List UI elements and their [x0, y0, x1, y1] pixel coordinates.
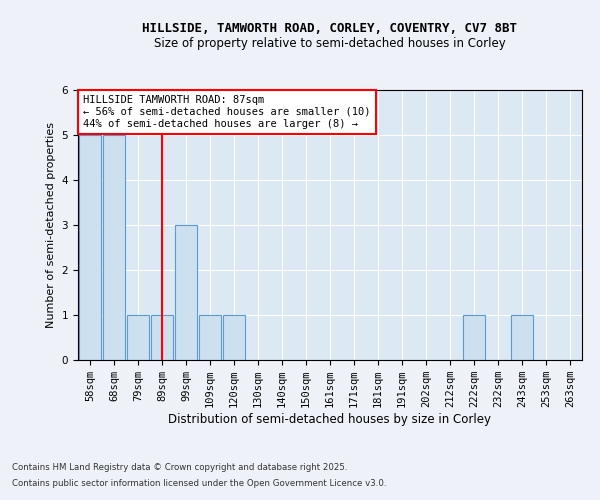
Bar: [223, 315, 245, 360]
Bar: [79, 135, 101, 360]
Bar: [199, 315, 221, 360]
Bar: [103, 135, 125, 360]
Bar: [463, 315, 485, 360]
Bar: [151, 315, 173, 360]
Bar: [175, 225, 197, 360]
Text: HILLSIDE, TAMWORTH ROAD, CORLEY, COVENTRY, CV7 8BT: HILLSIDE, TAMWORTH ROAD, CORLEY, COVENTR…: [143, 22, 517, 36]
Bar: [511, 315, 533, 360]
Text: Size of property relative to semi-detached houses in Corley: Size of property relative to semi-detach…: [154, 38, 506, 51]
Text: Contains HM Land Registry data © Crown copyright and database right 2025.: Contains HM Land Registry data © Crown c…: [12, 464, 347, 472]
Text: HILLSIDE TAMWORTH ROAD: 87sqm
← 56% of semi-detached houses are smaller (10)
44%: HILLSIDE TAMWORTH ROAD: 87sqm ← 56% of s…: [83, 96, 371, 128]
Text: Contains public sector information licensed under the Open Government Licence v3: Contains public sector information licen…: [12, 478, 386, 488]
Bar: [127, 315, 149, 360]
X-axis label: Distribution of semi-detached houses by size in Corley: Distribution of semi-detached houses by …: [169, 413, 491, 426]
Y-axis label: Number of semi-detached properties: Number of semi-detached properties: [46, 122, 56, 328]
